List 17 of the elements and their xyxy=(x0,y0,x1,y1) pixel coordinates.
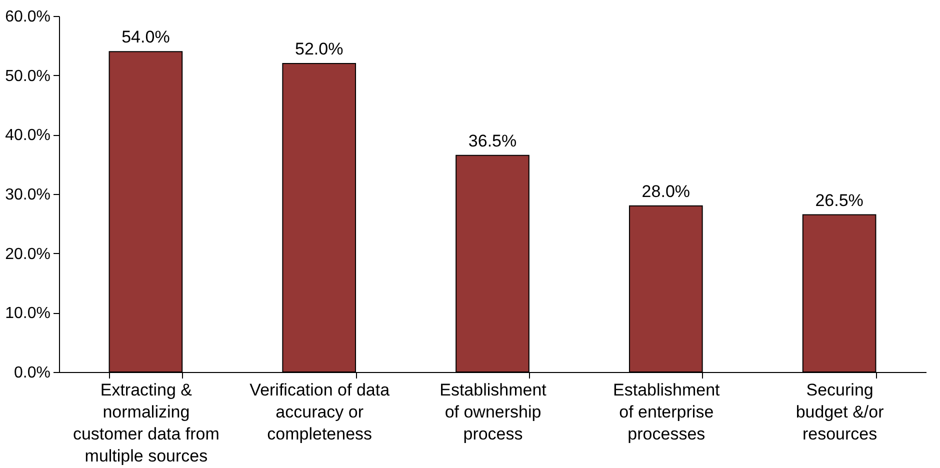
data-label: 54.0% xyxy=(122,28,170,47)
data-label: 28.0% xyxy=(642,182,690,201)
data-label: 36.5% xyxy=(468,131,517,150)
x-tick-label: Extracting & normalizing customer data from multiple sources xyxy=(72,380,220,466)
x-tick-label: Securing budget &/or resources xyxy=(796,380,884,444)
y-tick-label: 0.0% xyxy=(14,364,50,382)
y-tick-label: 50.0% xyxy=(5,68,50,85)
y-tick-label: 40.0% xyxy=(5,127,50,144)
data-label: 52.0% xyxy=(295,39,344,58)
y-tick-label: 10.0% xyxy=(5,305,50,322)
x-tick-label: Verification of data accuracy or completeness xyxy=(250,380,390,444)
y-tick-label: 60.0% xyxy=(5,8,50,26)
x-tick-label: Establishment of ownership process xyxy=(440,380,547,444)
x-tick-label: Establishment of enterprise processes xyxy=(613,380,720,444)
y-tick-label: 30.0% xyxy=(5,186,50,204)
data-label: 26.5% xyxy=(815,190,864,210)
y-tick-label: 20.0% xyxy=(5,246,50,263)
